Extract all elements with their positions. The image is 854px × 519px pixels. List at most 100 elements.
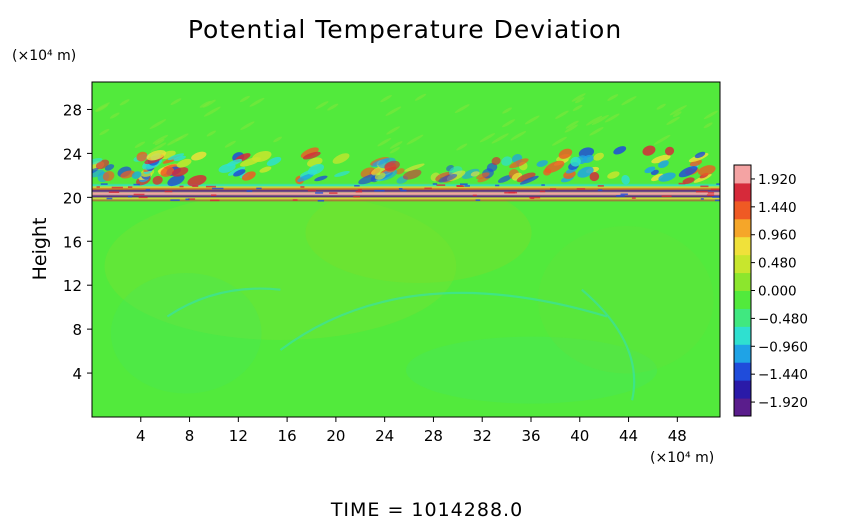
wave-cell [307, 163, 325, 175]
band-dash [710, 188, 720, 191]
wave-cell [613, 146, 627, 155]
band-dash [398, 188, 403, 190]
wave-cell [102, 171, 115, 182]
band-dash [164, 190, 173, 193]
wave-cell [642, 145, 656, 156]
band-dash [106, 197, 113, 200]
x-tick-label: 36 [521, 427, 540, 445]
wave-cell [516, 172, 536, 183]
band-dash [315, 192, 324, 194]
ripple-cell [406, 134, 424, 145]
wave-cell [486, 162, 498, 172]
wave-cell [570, 156, 581, 167]
band-dash [111, 186, 123, 189]
band-dash [712, 196, 720, 198]
wave-cell [509, 158, 529, 169]
band-dash [436, 184, 446, 186]
ripple-cell [653, 134, 671, 145]
ripple-cell [239, 95, 250, 103]
band-dash [138, 196, 148, 199]
ripple-cell [134, 141, 146, 148]
band-dash [678, 182, 686, 185]
band-dash [541, 184, 545, 186]
wave-cell [300, 147, 319, 159]
band-dash [400, 189, 407, 192]
wave-cell [519, 175, 539, 185]
wave-cell [621, 174, 630, 185]
y-tick-label: 4 [72, 365, 82, 383]
wave-cell [173, 155, 186, 162]
band-layer [92, 199, 720, 202]
ripple-cell [170, 98, 182, 105]
band-dash [620, 193, 628, 196]
wave-cell [240, 157, 261, 167]
x-tick-label: 12 [229, 427, 248, 445]
band-dash [307, 189, 316, 192]
band-dash [576, 188, 586, 190]
colorbar-swatch [734, 254, 751, 274]
colorbar-label: −1.920 [758, 395, 808, 411]
ripple-cell [206, 130, 216, 137]
colorbar-swatch [734, 362, 751, 381]
band-dash [96, 186, 100, 188]
x-axis: 4 8 12 16 20 24 28 32 36 40 44 48 [136, 417, 687, 445]
wave-cell [461, 168, 480, 179]
wave-cell [146, 150, 167, 161]
band-dash [716, 183, 720, 185]
colorbar-label: −1.440 [758, 367, 808, 383]
band-dash [179, 185, 184, 188]
band-dash [432, 183, 438, 185]
band-dash [539, 190, 546, 193]
ripple-cell [607, 94, 619, 101]
wave-cell [297, 173, 314, 182]
wave-cell [372, 158, 389, 166]
wave-cell [402, 169, 422, 180]
y-tick-label: 28 [63, 101, 82, 119]
ripple-cell [386, 126, 401, 135]
field-contour [166, 287, 281, 318]
band-dash [464, 185, 470, 187]
band-layer [92, 186, 720, 189]
band-dash [661, 195, 672, 197]
wave-cell [241, 171, 256, 181]
colorbar-swatch [734, 182, 751, 202]
ripple-cell [574, 97, 585, 104]
ripple-cell [591, 114, 609, 125]
wave-cell [160, 166, 175, 177]
ripple-cell [666, 116, 680, 125]
band-dash [700, 198, 704, 200]
wave-cell [651, 173, 664, 182]
wave-cell [497, 175, 512, 183]
band-dash [212, 187, 224, 190]
x-tick-label: 28 [424, 427, 443, 445]
colorbar-swatch [734, 308, 751, 327]
wave-cell [501, 156, 513, 166]
band-dash [597, 185, 604, 187]
ripple-cell [377, 137, 392, 147]
band-dash [108, 191, 120, 194]
band-dash [424, 187, 432, 190]
colorbar-label: −0.960 [758, 339, 808, 355]
field-patch [405, 336, 658, 404]
wave-cell [438, 173, 458, 183]
y-axis-unit: (×10⁴ m) [12, 48, 76, 64]
ripple-cell [456, 143, 468, 151]
band-dash [456, 185, 463, 187]
band-dash [145, 188, 151, 191]
ripple-cell [703, 110, 718, 120]
wave-cell [374, 172, 386, 180]
band-dash [300, 186, 305, 188]
colorbar: 1.920 1.440 0.960 0.480 0.000 −0.480 −0.960 −1.… [733, 164, 808, 417]
ripple-cell [703, 122, 713, 129]
colorbar-swatch [734, 380, 751, 399]
field-layer [92, 93, 720, 404]
ripple-cell [672, 111, 682, 117]
band-layer [92, 197, 720, 200]
wave-cell [476, 172, 490, 180]
colorbar-swatch [734, 236, 751, 256]
time-label: TIME = 1014288.0 [330, 499, 523, 519]
band-dash [631, 197, 636, 199]
ripple-cell [249, 97, 265, 107]
wave-cell [187, 175, 207, 187]
